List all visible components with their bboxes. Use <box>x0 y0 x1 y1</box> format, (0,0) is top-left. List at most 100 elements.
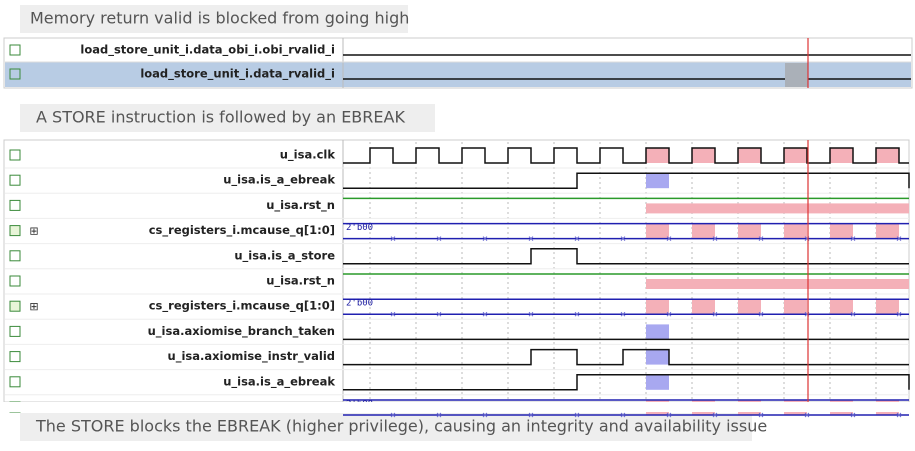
signal-icon <box>9 250 21 262</box>
signal-icon <box>9 300 21 312</box>
bus-marker <box>390 412 396 418</box>
bus-marker <box>850 311 856 317</box>
mismatch <box>692 223 715 239</box>
signal-name: u_isa.axiomise_instr_valid <box>168 349 335 364</box>
signal-icon <box>9 225 21 237</box>
bus-marker <box>666 311 672 317</box>
caption-box <box>20 104 435 132</box>
signal-icon <box>9 376 21 388</box>
mismatch <box>646 299 669 315</box>
bus-marker <box>896 311 902 317</box>
bus-marker <box>574 236 580 241</box>
selected-row <box>5 62 911 87</box>
signal-name: u_isa.clk <box>280 148 336 163</box>
mismatch <box>692 299 715 315</box>
signal-icon <box>9 275 21 287</box>
bus-marker <box>850 412 856 418</box>
bus-marker <box>390 236 396 241</box>
signal-name: u_isa.axiomise_branch_taken <box>148 324 335 339</box>
mismatch <box>646 223 669 239</box>
bus-marker <box>482 412 488 418</box>
signal-icon <box>9 44 21 56</box>
bus-marker <box>850 236 856 241</box>
mismatch <box>830 223 853 239</box>
bus-marker <box>758 236 764 241</box>
bus-marker <box>482 236 488 241</box>
mismatch <box>738 223 761 239</box>
signal-icon <box>9 325 21 337</box>
mismatch <box>876 299 899 315</box>
bus-marker <box>712 412 718 418</box>
mismatch <box>646 203 909 214</box>
caption: The STORE blocks the EBREAK (higher priv… <box>35 417 767 436</box>
expand-icon: ⊞ <box>29 300 38 313</box>
signal-name: cs_registers_i.mcause_q[1:0] <box>149 223 335 238</box>
bus-marker <box>528 236 534 241</box>
mismatch <box>646 148 669 163</box>
signal-icon <box>9 351 21 363</box>
mismatch <box>784 148 807 163</box>
waveform <box>343 147 909 164</box>
waveform <box>343 348 909 366</box>
mismatch <box>738 148 761 163</box>
waveform <box>343 374 910 391</box>
signal-name: cs_registers_i.mcause_q[1:0] <box>149 299 335 314</box>
bus-marker <box>390 311 396 317</box>
caption-box <box>20 413 752 441</box>
signal-icon <box>9 174 21 186</box>
signal-name: load_store_unit_i.data_rvalid_i <box>140 67 335 82</box>
bus-marker <box>666 412 672 418</box>
bus-marker <box>528 412 534 418</box>
caption: A STORE instruction is followed by an EB… <box>36 108 405 127</box>
bus-marker <box>712 311 718 317</box>
mismatch <box>876 223 899 239</box>
mismatch <box>738 299 761 315</box>
mismatch <box>830 299 853 315</box>
signal-name: u_isa.is_a_store <box>234 248 335 263</box>
cursor-region <box>785 63 808 87</box>
bus-marker <box>436 311 442 317</box>
bus-value: 2'b00 <box>346 223 373 233</box>
bus-marker <box>436 412 442 418</box>
panel-frame <box>3 139 910 403</box>
signal-name: load_store_unit_i.data_obi_i.obi_rvalid_… <box>80 43 335 58</box>
bus-marker <box>528 311 534 317</box>
mismatch <box>692 148 715 163</box>
signal-icon <box>9 68 21 80</box>
bus-marker <box>896 412 902 418</box>
bus-marker <box>574 412 580 418</box>
caption: Memory return valid is blocked from goin… <box>30 9 409 28</box>
signal-name: u_isa.rst_n <box>266 198 335 213</box>
mismatch <box>830 148 853 163</box>
waveform <box>343 248 909 265</box>
highlight <box>646 349 669 365</box>
bus-marker <box>574 311 580 317</box>
bus-marker <box>436 236 442 241</box>
highlight <box>646 374 669 390</box>
bus-marker <box>804 412 810 418</box>
caption-box <box>20 5 408 33</box>
mismatch <box>876 148 899 163</box>
bus-value: 2'b00 <box>346 299 373 309</box>
clip-mask <box>0 402 915 412</box>
signal-name: u_isa.is_a_ebreak <box>223 173 335 188</box>
waveform <box>343 172 910 189</box>
mismatch <box>646 279 909 289</box>
bus-marker <box>620 236 626 241</box>
bus-marker <box>758 412 764 418</box>
signal-name: u_isa.rst_n <box>266 274 335 289</box>
bus-marker <box>482 311 488 317</box>
bus-marker <box>620 412 626 418</box>
panel-frame <box>3 37 913 89</box>
bus-marker <box>620 311 626 317</box>
signal-icon <box>9 199 21 211</box>
expand-icon: ⊞ <box>29 225 38 238</box>
mismatch <box>784 299 807 315</box>
signal-name: u_isa.is_a_ebreak <box>223 374 335 389</box>
highlight <box>646 173 669 189</box>
mismatch <box>784 223 807 239</box>
bus-marker <box>896 236 902 241</box>
highlight <box>646 324 669 340</box>
bus-marker <box>712 236 718 241</box>
